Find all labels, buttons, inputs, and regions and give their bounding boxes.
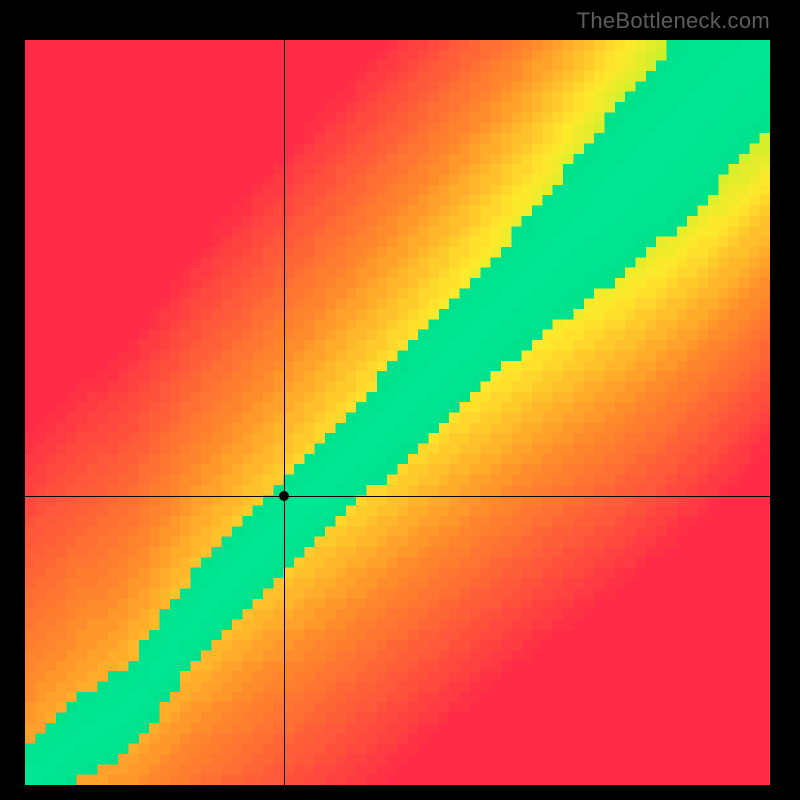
watermark-text: TheBottleneck.com bbox=[577, 8, 770, 34]
crosshair-horizontal bbox=[25, 496, 770, 497]
plot-area bbox=[25, 40, 770, 785]
heatmap-canvas bbox=[25, 40, 770, 785]
crosshair-vertical bbox=[284, 40, 285, 785]
crosshair-marker bbox=[279, 491, 289, 501]
